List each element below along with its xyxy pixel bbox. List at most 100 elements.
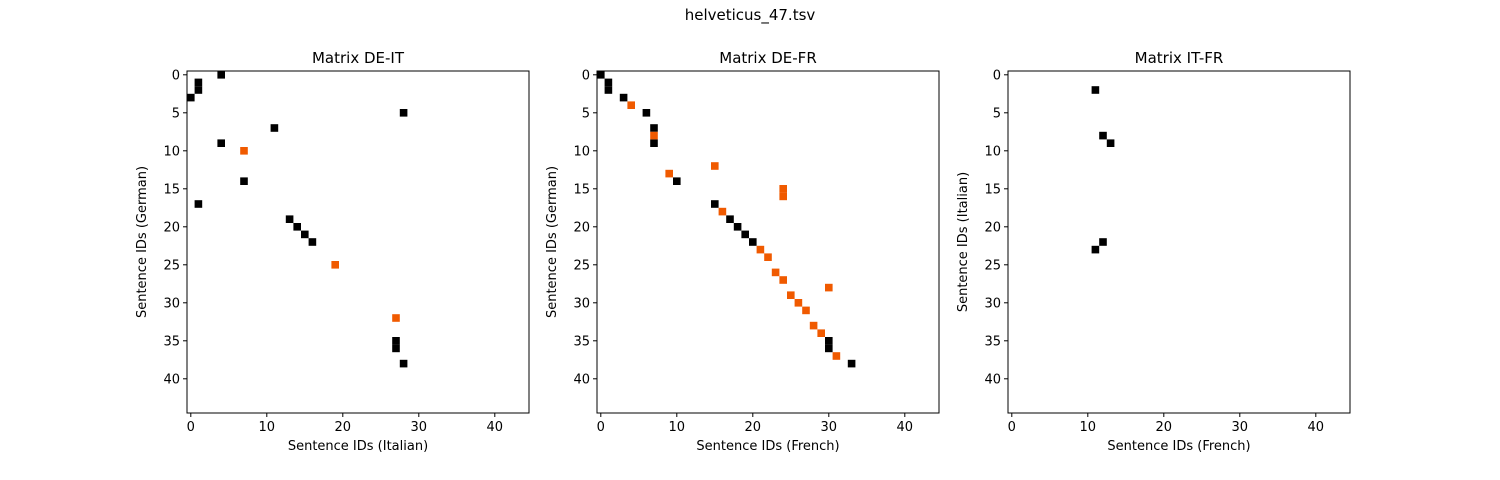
- y-tick-label: 40: [573, 372, 590, 387]
- y-tick-label: 25: [163, 258, 180, 273]
- x-axis-label: Sentence IDs (Italian): [288, 439, 428, 454]
- heatmap-cell: [825, 283, 833, 292]
- axes-frame: [186, 70, 530, 414]
- heatmap-cell: [604, 86, 613, 94]
- y-tick-label: 40: [984, 372, 1001, 387]
- y-tick-label: 35: [573, 334, 590, 349]
- x-tick-label: 10: [669, 420, 686, 435]
- y-tick-label: 15: [573, 182, 590, 197]
- y-tick-label: 30: [984, 296, 1001, 311]
- heatmap-cell: [779, 276, 787, 284]
- x-tick-label: 20: [1156, 420, 1173, 435]
- heatmap-cell: [832, 352, 841, 360]
- y-tick-label: 0: [582, 68, 590, 83]
- y-tick-label: 30: [163, 296, 180, 311]
- heatmap-cell: [301, 230, 309, 239]
- axes-frame: [596, 70, 940, 414]
- heatmap-cell: [392, 337, 400, 345]
- chart-title: Matrix DE-FR: [719, 49, 817, 67]
- heatmap-cell: [1106, 139, 1115, 147]
- y-axis-label: Sentence IDs (German): [135, 166, 150, 318]
- y-tick-label: 25: [573, 258, 590, 273]
- figure-title: helveticus_47.tsv: [684, 6, 816, 24]
- x-axis-label: Sentence IDs (French): [696, 439, 839, 454]
- x-tick-label: 0: [597, 420, 605, 435]
- heatmap-cell: [285, 215, 294, 223]
- heatmap-cell: [794, 299, 803, 307]
- x-tick-label: 10: [1080, 420, 1097, 435]
- heatmap-cell: [718, 207, 727, 216]
- y-tick-label: 35: [163, 334, 180, 349]
- chart-panel-3: 0 10 20 30 40 0 5 10 15 20 25 30 35 40 Matrix IT-FR Sen…: [956, 49, 1351, 454]
- heatmap-cell: [741, 230, 749, 239]
- heatmap-cell: [809, 321, 818, 330]
- y-tick-label: 5: [172, 106, 180, 121]
- chart-panel-2: 0 10 20 30 40 0 5 10 15 20 25 30 35 40 Matrix DE-FR Sen…: [545, 49, 940, 454]
- x-tick-label: 20: [745, 420, 762, 435]
- heatmap-cell: [802, 306, 810, 315]
- heatmap-cell: [270, 124, 279, 132]
- heatmap-cell: [399, 109, 408, 117]
- heatmap-cell: [726, 215, 734, 223]
- y-tick-label: 25: [984, 258, 1001, 273]
- heatmap-cell: [642, 109, 651, 117]
- heatmap-cell: [240, 147, 248, 155]
- heatmap-cell: [194, 200, 203, 208]
- y-axis-label: Sentence IDs (Italian): [956, 172, 971, 312]
- heatmap-cell: [650, 124, 658, 132]
- heatmap-cell: [194, 78, 203, 87]
- x-tick-label: 30: [411, 420, 428, 435]
- heatmap-cell: [779, 185, 787, 193]
- heatmap-cell: [1091, 86, 1100, 94]
- heatmap-cell: [665, 169, 673, 178]
- heatmap-cell: [779, 192, 787, 201]
- y-tick-label: 30: [573, 296, 590, 311]
- chart-panel-1: 0 10 20 30 40 0 5 10 15 20 25 30 35 40 Matrix DE-IT Sen…: [135, 49, 530, 454]
- heatmap-cell: [604, 78, 613, 87]
- heatmap-cell: [749, 238, 757, 246]
- y-tick-label: 15: [984, 182, 1001, 197]
- y-tick-label: 35: [984, 334, 1001, 349]
- heatmap-cell: [392, 314, 400, 322]
- heatmap-cell: [847, 359, 856, 368]
- heatmap-cell: [293, 223, 301, 231]
- x-tick-label: 40: [487, 420, 504, 435]
- heatmap-cell: [392, 344, 400, 353]
- heatmap-cell: [825, 344, 833, 353]
- x-tick-label: 20: [335, 420, 352, 435]
- heatmap-cell: [217, 71, 225, 79]
- heatmap-cell: [217, 139, 225, 147]
- heatmap-cell: [711, 200, 719, 208]
- heatmap-cell: [627, 101, 635, 109]
- plot-area: [187, 71, 529, 413]
- y-tick-label: 5: [993, 106, 1001, 121]
- y-tick-label: 10: [573, 144, 590, 159]
- heatmap-cell: [711, 162, 719, 170]
- x-tick-label: 40: [1308, 420, 1325, 435]
- y-tick-label: 0: [993, 68, 1001, 83]
- chart-title: Matrix DE-IT: [312, 49, 405, 67]
- chart-title: Matrix IT-FR: [1135, 49, 1224, 67]
- x-axis-label: Sentence IDs (French): [1107, 439, 1250, 454]
- heatmap-cell: [825, 337, 833, 345]
- x-tick-label: 0: [187, 420, 195, 435]
- heatmap-cell: [1091, 245, 1100, 254]
- y-tick-label: 15: [163, 182, 180, 197]
- heatmap-cell: [240, 177, 248, 185]
- heatmap-cell: [187, 93, 195, 102]
- heatmap-cell: [399, 359, 408, 368]
- y-tick-label: 10: [984, 144, 1001, 159]
- plot-area: [597, 71, 939, 413]
- y-tick-label: 10: [163, 144, 180, 159]
- y-tick-label: 20: [573, 220, 590, 235]
- heatmap-cell: [1099, 238, 1107, 246]
- plot-area: [1008, 71, 1350, 413]
- y-tick-label: 20: [984, 220, 1001, 235]
- x-tick-label: 30: [1232, 420, 1249, 435]
- heatmap-cell: [756, 245, 765, 254]
- x-tick-label: 0: [1008, 420, 1016, 435]
- heatmap-cell: [787, 291, 795, 299]
- heatmap-cell: [733, 223, 742, 231]
- heatmap-cell: [1099, 131, 1107, 140]
